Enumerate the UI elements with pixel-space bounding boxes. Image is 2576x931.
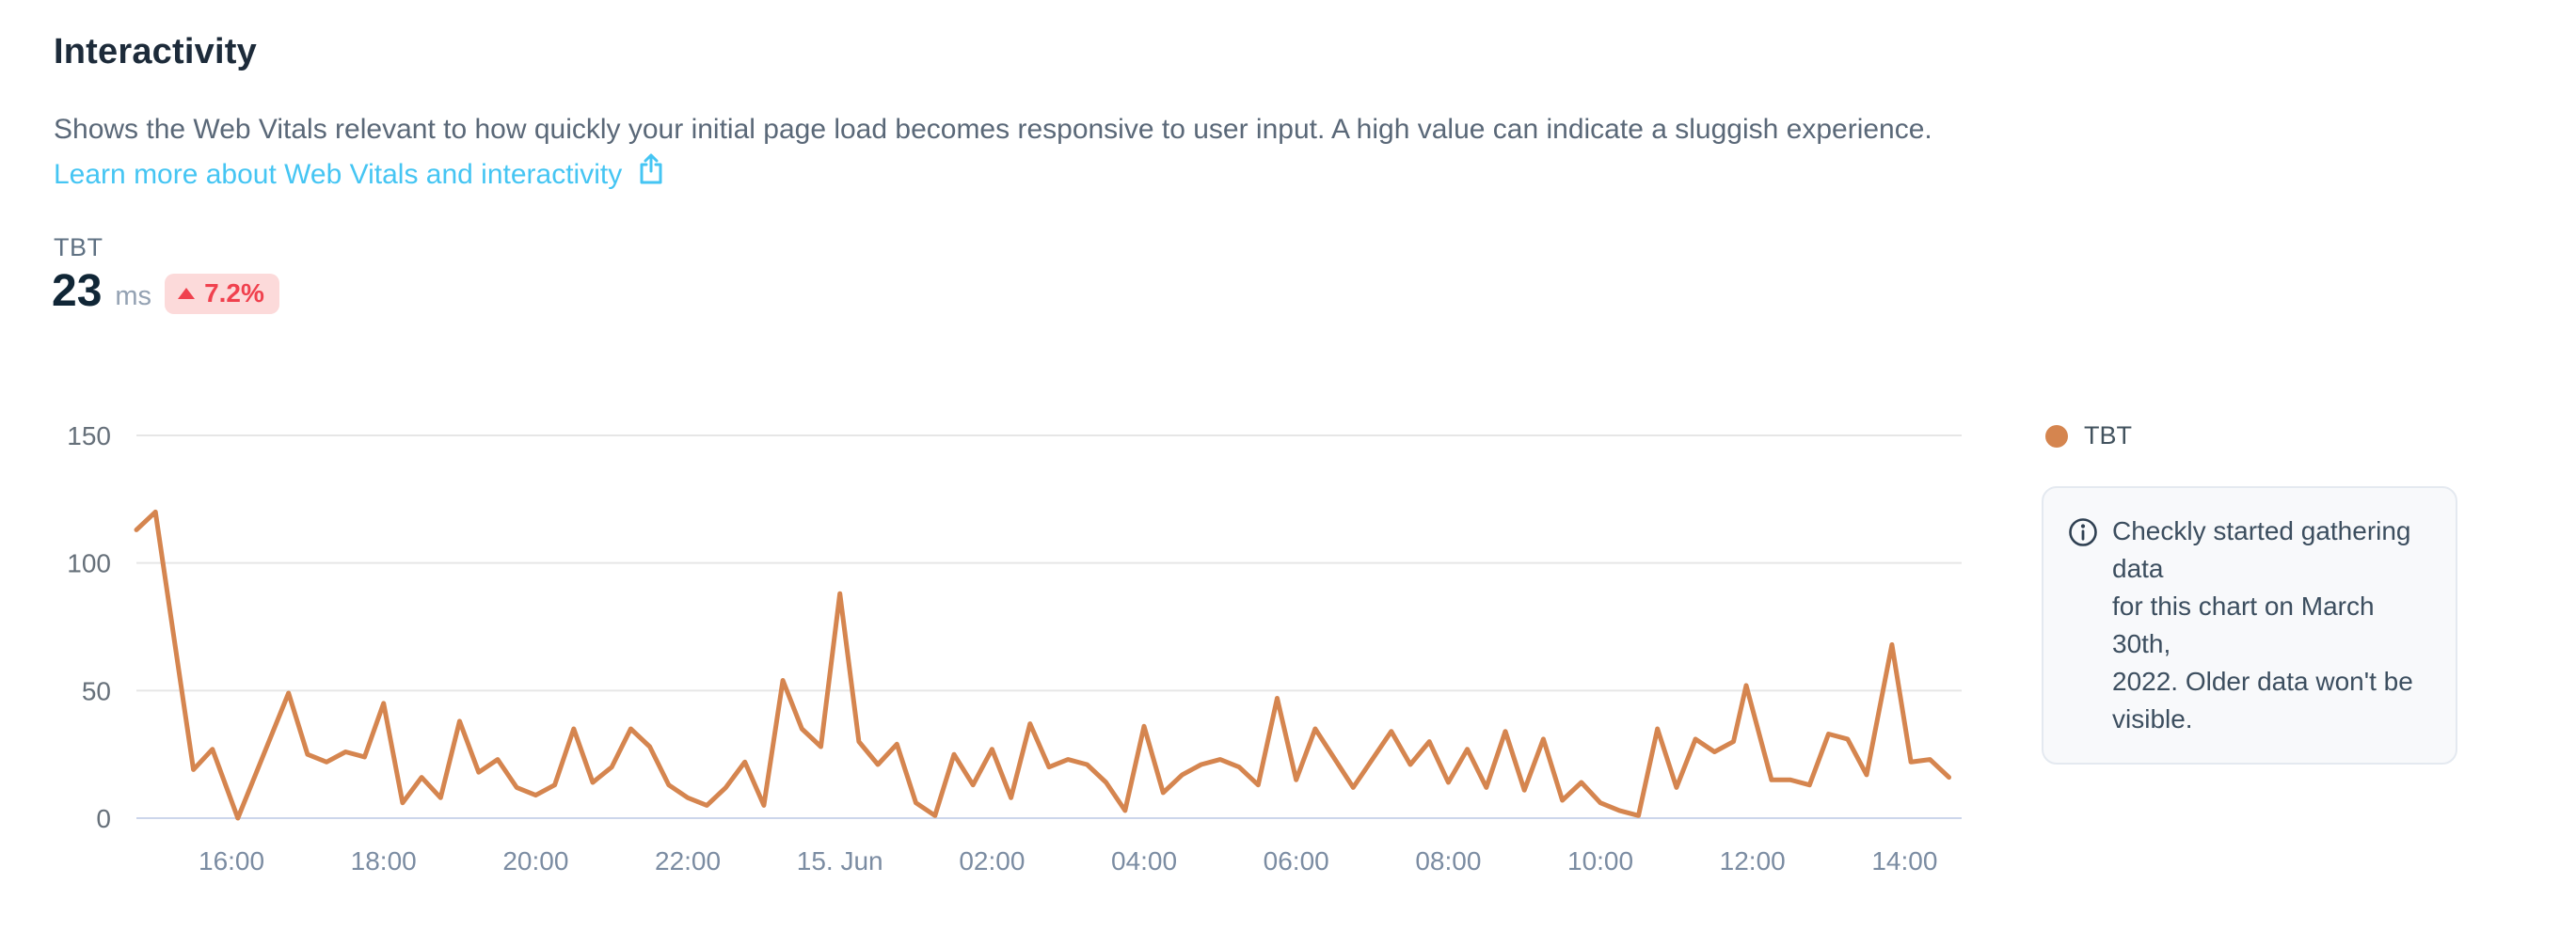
legend-label: TBT: [2084, 421, 2132, 450]
x-tick-label: 08:00: [1415, 846, 1481, 876]
delta-badge: 7.2%: [165, 273, 279, 314]
section-description: Shows the Web Vitals relevant to how qui…: [54, 114, 1932, 145]
delta-value: 7.2%: [204, 277, 264, 308]
info-note: Checkly started gathering data for this …: [2042, 486, 2457, 765]
learn-more-link-label: Learn more about Web Vitals and interact…: [54, 158, 623, 190]
share-external-icon: [637, 152, 665, 198]
x-tick-label: 14:00: [1871, 846, 1937, 876]
legend-dot: [2045, 424, 2068, 448]
y-tick-label: 150: [67, 421, 111, 450]
x-tick-label: 16:00: [199, 846, 264, 876]
x-tick-label: 12:00: [1720, 846, 1786, 876]
x-tick-label: 22:00: [655, 846, 721, 876]
x-tick-label: 20:00: [502, 846, 568, 876]
x-tick-label: 04:00: [1111, 846, 1177, 876]
x-tick-label: 02:00: [959, 846, 1025, 876]
metric-row: 23 ms 7.2%: [52, 269, 279, 314]
y-tick-label: 50: [82, 676, 111, 705]
info-icon: [2068, 517, 2098, 738]
x-tick-label: 15. Jun: [797, 846, 883, 876]
page-title: Interactivity: [54, 32, 257, 71]
series-line-tbt: [134, 509, 1951, 821]
y-tick-label: 100: [67, 549, 111, 578]
metric-unit: ms: [115, 280, 152, 311]
tbt-line-chart[interactable]: 0 50 100 150 16:00 18:00 20:00 22:00 15. Jun 02:0…: [0, 414, 2013, 903]
x-tick-label: 10:00: [1567, 846, 1633, 876]
legend-item-tbt[interactable]: TBT: [2045, 421, 2132, 450]
arrow-up-icon: [178, 287, 196, 299]
info-note-text: Checkly started gathering data for this …: [2112, 516, 2413, 734]
x-tick-label: 18:00: [351, 846, 417, 876]
learn-more-link[interactable]: Learn more about Web Vitals and interact…: [54, 150, 665, 198]
chart-container: 0 50 100 150 16:00 18:00 20:00 22:00 15. Jun 02:0…: [0, 414, 2013, 903]
metric-value: 23: [52, 266, 103, 316]
y-tick-label: 0: [96, 804, 111, 833]
metric-label: TBT: [54, 233, 103, 261]
x-tick-label: 06:00: [1264, 846, 1329, 876]
